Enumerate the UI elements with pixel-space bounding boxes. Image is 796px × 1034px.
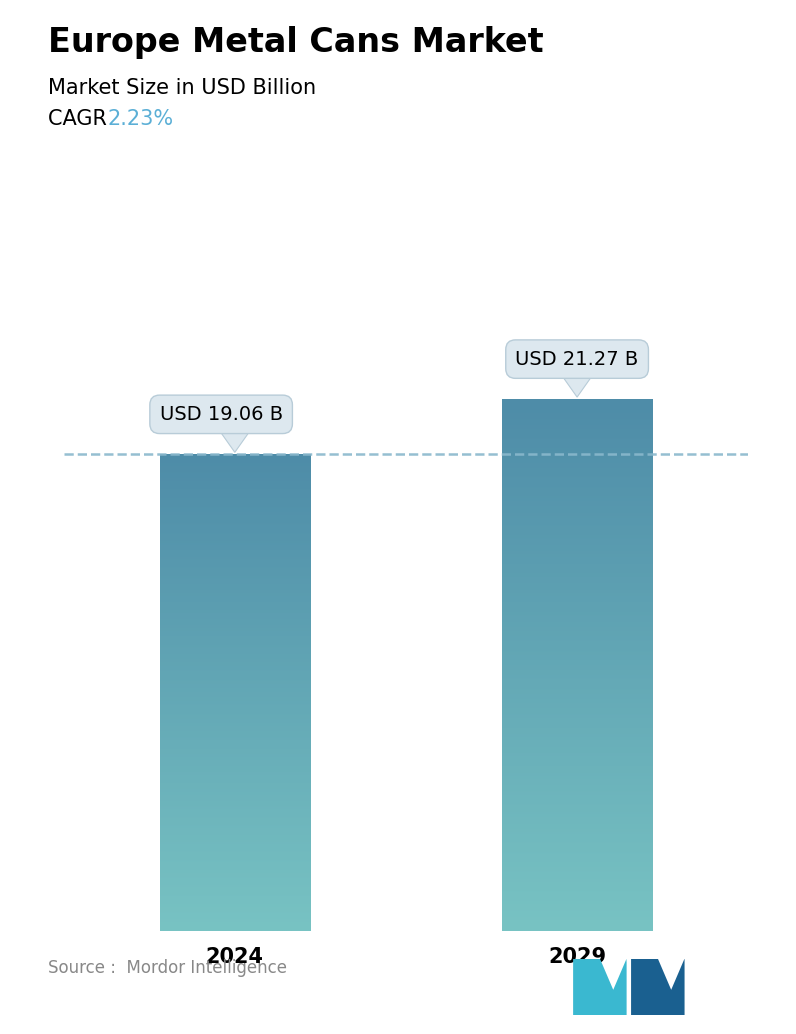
Text: USD 19.06 B: USD 19.06 B (159, 405, 283, 424)
Text: Source :  Mordor Intelligence: Source : Mordor Intelligence (48, 960, 287, 977)
Polygon shape (218, 428, 252, 452)
Text: 2.23%: 2.23% (107, 109, 174, 128)
Polygon shape (626, 959, 631, 981)
Text: Market Size in USD Billion: Market Size in USD Billion (48, 78, 316, 97)
Text: Europe Metal Cans Market: Europe Metal Cans Market (48, 26, 544, 59)
Polygon shape (631, 959, 685, 1015)
Polygon shape (573, 959, 626, 1015)
Text: USD 21.27 B: USD 21.27 B (516, 349, 638, 368)
Polygon shape (560, 373, 594, 397)
Text: CAGR: CAGR (48, 109, 113, 128)
